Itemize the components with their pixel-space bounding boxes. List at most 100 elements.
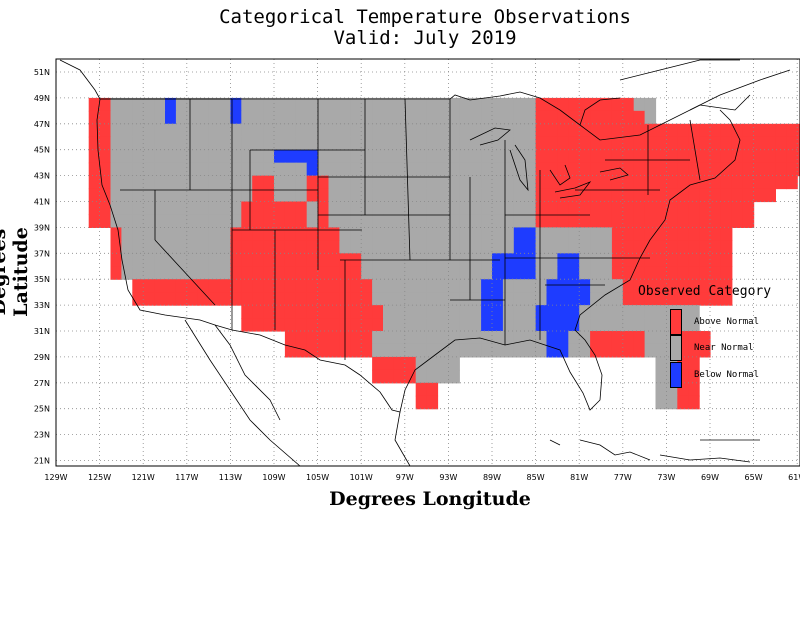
grid-cell: [666, 266, 678, 280]
grid-cell: [644, 123, 657, 138]
grid-cell: [121, 240, 133, 254]
grid-cell: [372, 136, 384, 151]
grid-cell: [99, 123, 112, 138]
grid-cell: [252, 201, 264, 216]
grid-cell: [644, 201, 657, 216]
grid-cell: [295, 136, 308, 151]
grid-cell: [710, 227, 722, 241]
grid-cell: [230, 201, 242, 216]
grid-cell: [611, 343, 624, 358]
grid-cell: [143, 136, 155, 151]
grid-cell: [350, 305, 362, 319]
grid-cell: [132, 201, 144, 216]
grid-cell: [143, 227, 155, 241]
grid-cell: [404, 123, 417, 138]
grid-cell: [710, 266, 722, 280]
grid-cell: [241, 188, 253, 203]
grid-cell: [317, 110, 330, 125]
grid-cell: [350, 279, 362, 293]
grid-cell: [404, 97, 417, 112]
grid-cell: [535, 149, 548, 164]
grid-cell: [263, 253, 275, 267]
grid-cell: [208, 123, 221, 138]
grid-cell: [372, 331, 384, 345]
grid-cell: [197, 149, 210, 164]
grid-cell: [219, 292, 231, 306]
grid-cell: [666, 279, 678, 293]
grid-cell: [317, 253, 330, 267]
grid-cell: [121, 253, 133, 267]
grid-cell: [677, 356, 689, 371]
grid-cell: [502, 162, 515, 177]
grid-cell: [448, 266, 460, 280]
grid-cell: [175, 162, 188, 177]
grid-cell: [546, 343, 558, 358]
grid-cell: [622, 292, 635, 306]
grid-cell: [644, 227, 657, 241]
grid-cell: [633, 149, 646, 164]
grid-cell: [143, 97, 155, 112]
grid-cell: [393, 227, 406, 241]
grid-cell: [688, 266, 700, 280]
grid-cell: [535, 97, 548, 112]
grid-cell: [132, 240, 144, 254]
grid-cell: [601, 149, 613, 164]
grid-cell: [372, 356, 384, 371]
grid-cell: [437, 136, 449, 151]
grid-cell: [546, 123, 558, 138]
grid-cell: [175, 292, 188, 306]
grid-cell: [524, 343, 537, 358]
grid-cell: [644, 279, 657, 293]
grid-cell: [361, 149, 373, 164]
grid-cell: [143, 279, 155, 293]
grid-cell: [230, 136, 242, 151]
grid-cell: [633, 240, 646, 254]
grid-cell: [165, 214, 177, 228]
grid-cell: [448, 110, 460, 125]
x-tick-label: 73W: [657, 473, 675, 482]
grid-cell: [361, 343, 373, 358]
grid-cell: [470, 149, 482, 164]
grid-cell: [404, 292, 417, 306]
grid-cell: [197, 279, 210, 293]
grid-cell: [448, 162, 460, 177]
grid-cell: [470, 331, 482, 345]
grid-cell: [295, 110, 308, 125]
grid-cell: [426, 305, 439, 319]
grid-cell: [764, 149, 776, 164]
grid-cell: [426, 227, 439, 241]
grid-cell: [579, 123, 591, 138]
grid-cell: [448, 227, 460, 241]
grid-cell: [470, 188, 482, 203]
grid-cell: [393, 201, 406, 216]
grid-cell: [306, 97, 319, 112]
grid-cell: [764, 188, 776, 203]
grid-cell: [393, 149, 406, 164]
grid-cell: [99, 175, 112, 190]
grid-cell: [753, 175, 766, 190]
grid-cell: [219, 149, 231, 164]
grid-cell: [590, 279, 602, 293]
grid-cell: [339, 162, 351, 177]
grid-cell: [688, 214, 700, 228]
grid-cell: [666, 123, 678, 138]
grid-cell: [524, 331, 537, 345]
grid-cell: [415, 201, 428, 216]
grid-cell: [263, 279, 275, 293]
grid-cell: [622, 188, 635, 203]
grid-cell: [524, 227, 537, 241]
grid-cell: [393, 356, 406, 371]
grid-cell: [295, 97, 308, 112]
grid-cell: [677, 149, 689, 164]
grid-cell: [263, 149, 275, 164]
grid-cell: [219, 162, 231, 177]
grid-cell: [448, 369, 460, 384]
grid-cell: [710, 136, 722, 151]
grid-cell: [306, 318, 319, 332]
grid-cell: [481, 292, 493, 306]
grid-cell: [666, 214, 678, 228]
grid-cell: [579, 227, 591, 241]
grid-cell: [622, 240, 635, 254]
grid-cell: [481, 266, 493, 280]
grid-cell: [252, 123, 264, 138]
